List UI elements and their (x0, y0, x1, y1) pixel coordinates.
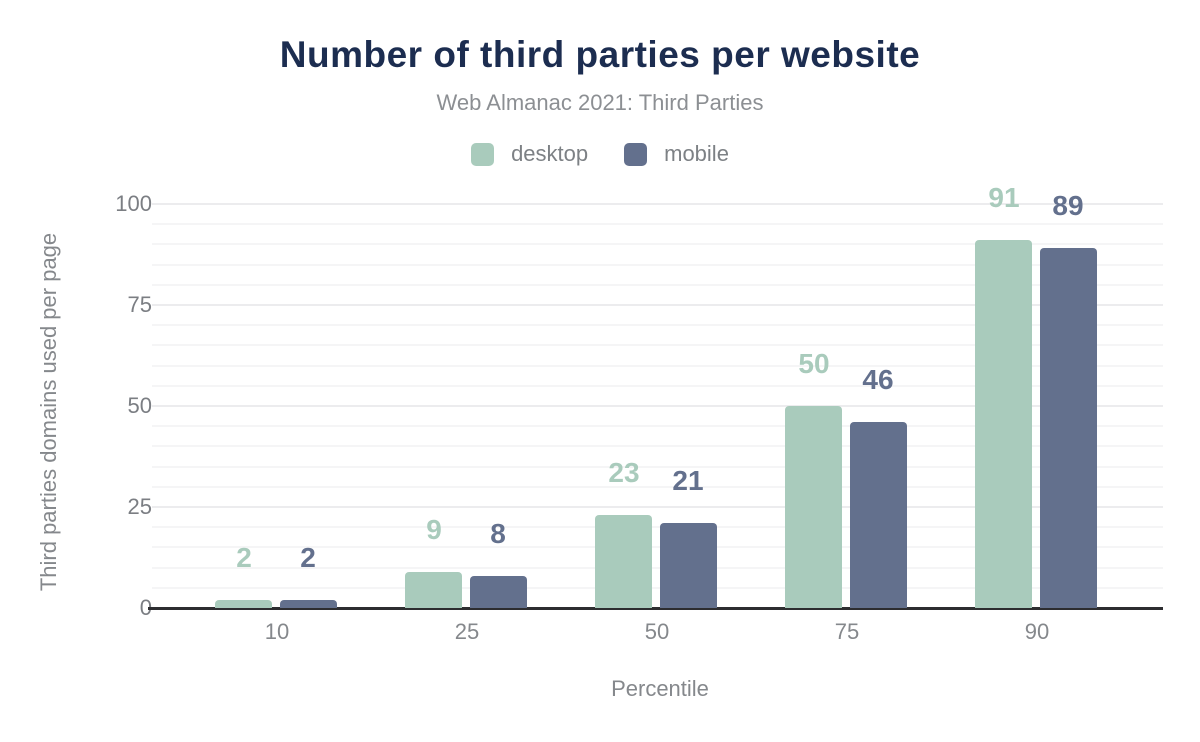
gridline-85 (152, 263, 1163, 266)
gridline-90 (152, 243, 1163, 246)
gridline-45 (152, 425, 1163, 428)
gridline-55 (152, 384, 1163, 387)
bar-value-desktop-p10: 2 (236, 542, 252, 573)
bar-desktop-p25[interactable] (405, 572, 462, 608)
bar-value-mobile-p75: 46 (862, 364, 894, 395)
x-tick-50: 50 (644, 619, 670, 644)
gridline-15 (152, 546, 1163, 549)
y-tick-50: 50 (127, 393, 152, 418)
gridline-75 (152, 304, 1163, 306)
y-tick-25: 25 (127, 494, 152, 519)
bar-value-mobile-p25: 8 (490, 518, 506, 549)
legend-label-mobile: mobile (664, 141, 729, 166)
y-tick-100: 100 (115, 191, 152, 216)
legend-swatch-desktop (471, 142, 495, 166)
bar-desktop-p10[interactable] (215, 600, 272, 608)
gridline-65 (152, 344, 1163, 347)
gridline-100 (152, 203, 1163, 205)
bar-value-mobile-p50: 21 (672, 465, 704, 496)
bar-mobile-p50[interactable] (660, 523, 717, 608)
legend-swatch-mobile (624, 142, 648, 166)
x-axis-line (148, 607, 1163, 610)
bar-value-desktop-p75: 50 (798, 348, 830, 379)
bar-mobile-p25[interactable] (470, 576, 527, 608)
x-tick-75: 75 (834, 619, 860, 644)
gridline-40 (152, 445, 1163, 448)
gridline-10 (152, 566, 1163, 569)
legend-label-desktop: desktop (511, 141, 589, 166)
gridline-5 (152, 586, 1163, 589)
legend-item-mobile[interactable]: mobile (624, 141, 729, 167)
gridline-50 (152, 405, 1163, 407)
bar-value-mobile-p10: 2 (300, 542, 316, 573)
legend-item-desktop[interactable]: desktop (471, 141, 588, 167)
bar-desktop-p75[interactable] (785, 406, 842, 608)
bar-value-desktop-p25: 9 (426, 514, 442, 545)
bar-desktop-p50[interactable] (595, 515, 652, 608)
bar-mobile-p75[interactable] (850, 422, 907, 608)
bar-desktop-p90[interactable] (975, 240, 1032, 608)
bar-mobile-p10[interactable] (280, 600, 337, 608)
y-axis-title: Third parties domains used per page (36, 232, 61, 592)
bar-value-mobile-p90: 89 (1052, 190, 1084, 221)
gridline-35 (152, 465, 1163, 468)
bar-value-desktop-p50: 23 (608, 457, 640, 488)
chart-subtitle: Web Almanac 2021: Third Parties (436, 90, 764, 115)
x-tick-10: 10 (264, 619, 290, 644)
y-tick-75: 75 (127, 292, 152, 317)
x-tick-25: 25 (454, 619, 480, 644)
gridline-30 (152, 485, 1163, 488)
chart-title: Number of third parties per website (279, 34, 921, 75)
gridline-70 (152, 324, 1163, 327)
gridline-60 (152, 364, 1163, 367)
gridline-80 (152, 283, 1163, 286)
x-axis-title: Percentile (611, 676, 709, 701)
bar-value-desktop-p90: 91 (988, 182, 1020, 213)
x-tick-90: 90 (1024, 619, 1050, 644)
gridline-95 (152, 223, 1163, 226)
legend: desktop mobile (0, 141, 1200, 167)
bar-mobile-p90[interactable] (1040, 248, 1097, 608)
gridline-25 (152, 506, 1163, 508)
gridline-20 (152, 526, 1163, 529)
y-tick-0: 0 (139, 595, 152, 620)
